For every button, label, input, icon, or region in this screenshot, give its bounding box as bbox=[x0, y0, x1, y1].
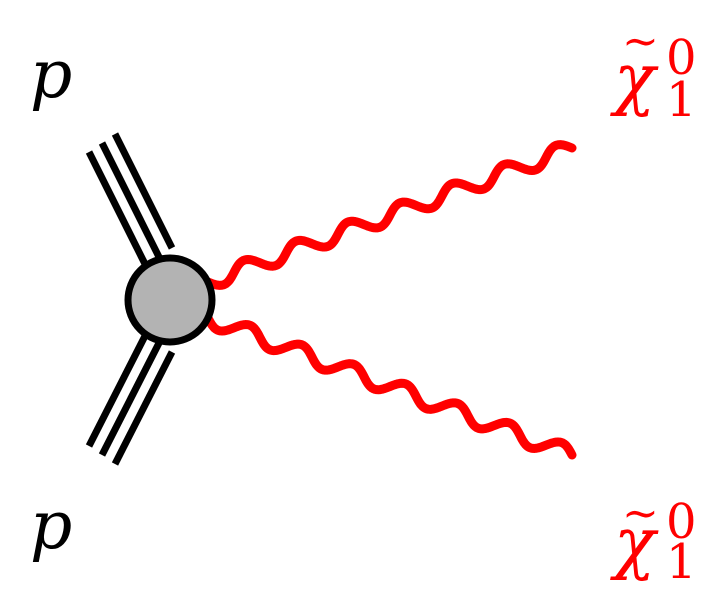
svg-text:0: 0 bbox=[666, 30, 697, 86]
svg-text:~: ~ bbox=[622, 16, 659, 67]
svg-text:~: ~ bbox=[622, 488, 659, 539]
svg-text:0: 0 bbox=[666, 494, 697, 550]
label-neutralino-top: ~ χ 0 1 bbox=[610, 16, 697, 128]
interaction-vertex bbox=[124, 254, 216, 346]
neutralino-line-top bbox=[203, 140, 577, 290]
svg-text:1: 1 bbox=[666, 72, 697, 128]
svg-text:1: 1 bbox=[666, 534, 697, 590]
neutralino-line-bottom bbox=[203, 313, 577, 460]
label-proton-bottom: p bbox=[30, 487, 72, 564]
label-neutralino-bottom: ~ χ 0 1 bbox=[610, 488, 697, 590]
svg-text:χ: χ bbox=[610, 40, 659, 119]
label-proton-top: p bbox=[30, 36, 72, 113]
svg-text:χ: χ bbox=[610, 504, 659, 583]
proton-line-top bbox=[85, 132, 176, 268]
proton-line-bottom bbox=[85, 332, 176, 466]
